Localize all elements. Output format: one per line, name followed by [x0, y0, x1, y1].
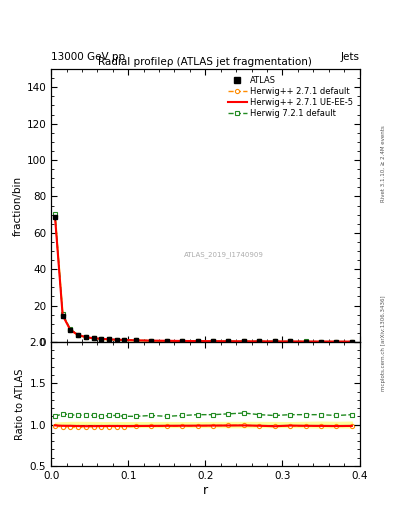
Y-axis label: fraction/bin: fraction/bin: [12, 176, 22, 236]
Text: mcplots.cern.ch [arXiv:1306.3436]: mcplots.cern.ch [arXiv:1306.3436]: [381, 295, 386, 391]
Text: 13000 GeV pp: 13000 GeV pp: [51, 52, 125, 62]
Title: Radial profileρ (ATLAS jet fragmentation): Radial profileρ (ATLAS jet fragmentation…: [98, 57, 312, 67]
Text: ATLAS_2019_I1740909: ATLAS_2019_I1740909: [184, 251, 264, 258]
Text: Rivet 3.1.10, ≥ 2.4M events: Rivet 3.1.10, ≥ 2.4M events: [381, 125, 386, 202]
Y-axis label: Ratio to ATLAS: Ratio to ATLAS: [15, 368, 26, 440]
X-axis label: r: r: [203, 483, 208, 497]
Text: Jets: Jets: [341, 52, 360, 62]
Legend: ATLAS, Herwig++ 2.7.1 default, Herwig++ 2.7.1 UE-EE-5, Herwig 7.2.1 default: ATLAS, Herwig++ 2.7.1 default, Herwig++ …: [226, 73, 355, 120]
